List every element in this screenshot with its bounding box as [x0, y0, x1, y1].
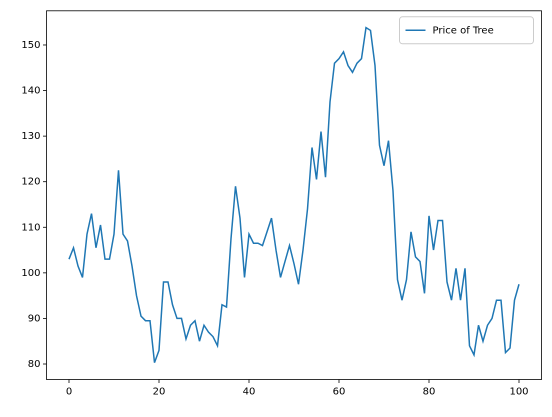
y-tick-label: 140 [21, 86, 40, 97]
x-tick-label: 40 [243, 387, 256, 398]
y-tick-label: 150 [21, 40, 40, 51]
y-tick-label: 80 [28, 359, 41, 370]
y-tick-label: 100 [21, 268, 40, 279]
x-tick-label: 20 [153, 387, 166, 398]
axes-frame [46, 10, 542, 380]
legend-box [399, 16, 534, 45]
x-tick-label: 60 [333, 387, 346, 398]
x-tick-label: 0 [66, 387, 72, 398]
x-tick-label: 80 [423, 387, 436, 398]
y-tick-label: 90 [28, 313, 41, 324]
y-tick-label: 120 [21, 177, 40, 188]
y-tick-label: 110 [21, 222, 40, 233]
x-tick-label: 100 [509, 387, 528, 398]
y-tick-label: 130 [21, 131, 40, 142]
line [68, 26, 520, 363]
legend-label: Price of Tree [433, 25, 494, 36]
